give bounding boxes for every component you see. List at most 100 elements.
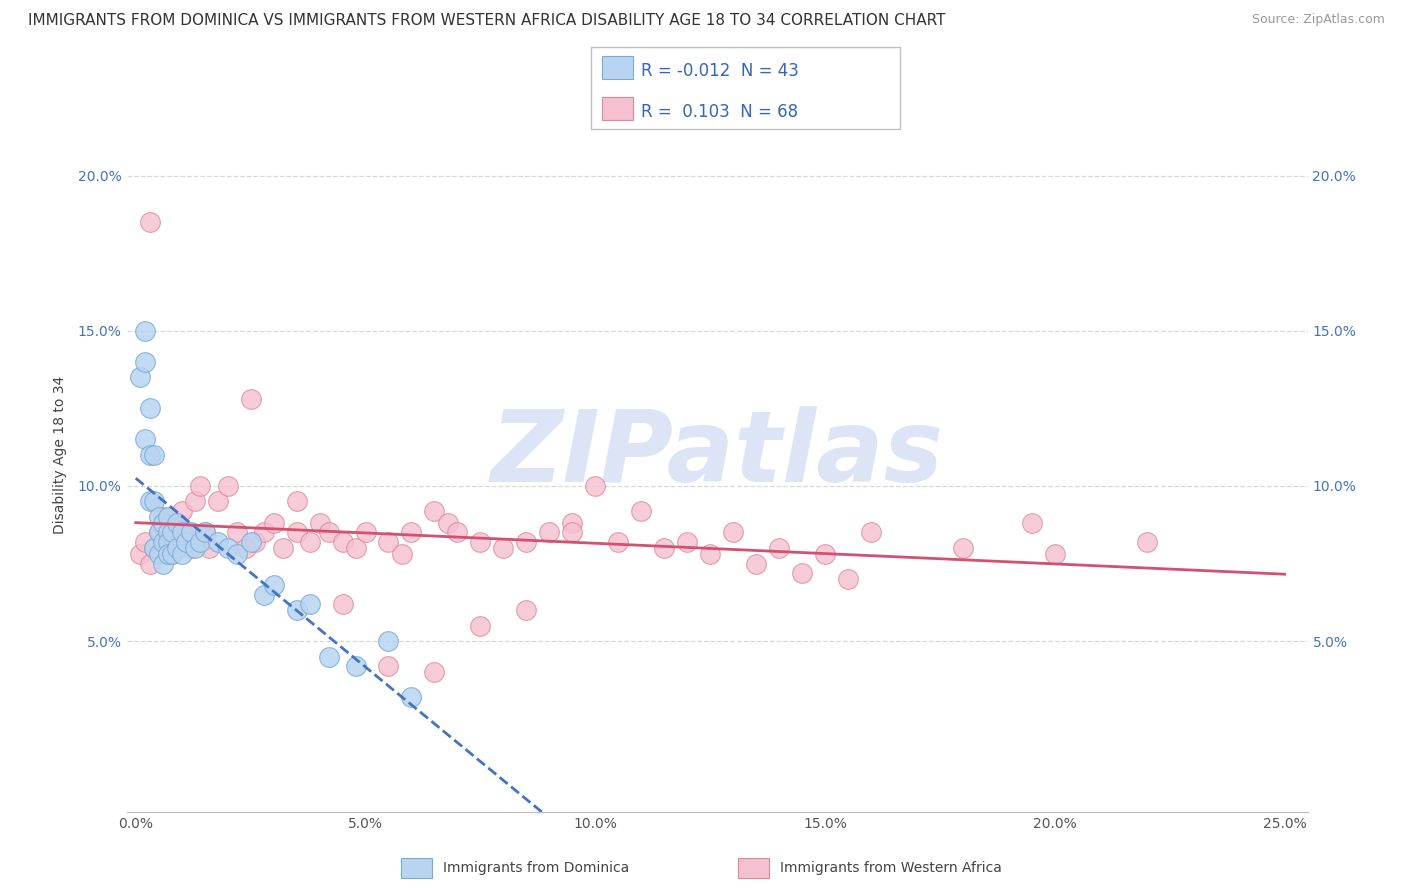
Point [344,659,367,673]
Point [138,557,160,571]
Point [156,534,179,549]
Point [859,525,882,540]
Point [607,534,630,549]
Point [239,392,262,406]
Text: ZIPatlas: ZIPatlas [491,407,943,503]
Point [515,534,537,549]
Point [138,401,160,416]
Point [515,603,537,617]
Point [561,525,583,540]
Point [377,659,399,673]
Point [166,516,188,531]
Point [207,534,229,549]
Point [194,525,217,540]
Point [1043,547,1066,561]
Point [198,541,221,555]
Point [143,541,166,555]
Point [129,547,152,561]
Point [814,547,837,561]
Point [423,665,446,679]
Point [180,525,202,540]
Point [134,433,156,447]
Point [299,534,322,549]
Point [152,510,174,524]
Point [271,541,294,555]
Point [583,479,606,493]
Point [162,547,184,561]
Point [129,370,152,384]
Point [148,525,170,540]
Point [652,541,675,555]
Point [285,603,308,617]
Y-axis label: Disability Age 18 to 34: Disability Age 18 to 34 [52,376,66,534]
Point [1136,534,1159,549]
Point [239,534,262,549]
Point [332,534,354,549]
Point [152,557,174,571]
Point [134,534,156,549]
Point [134,324,156,338]
Point [156,525,179,540]
Point [174,534,197,549]
Point [174,525,197,540]
Point [745,557,768,571]
Point [538,525,561,540]
Point [308,516,330,531]
Point [188,534,211,549]
Point [630,504,652,518]
Point [423,504,446,518]
Point [143,541,166,555]
Point [207,494,229,508]
Point [285,494,308,508]
Point [184,541,207,555]
Point [790,566,813,580]
Point [217,479,239,493]
Point [138,494,160,508]
Point [166,516,188,531]
Point [768,541,790,555]
Point [354,525,377,540]
Point [561,516,583,531]
Point [184,494,207,508]
Point [391,547,413,561]
Point [162,547,184,561]
Text: R = -0.012  N = 43: R = -0.012 N = 43 [641,62,799,79]
Point [437,516,460,531]
Point [148,510,170,524]
Point [166,541,188,555]
Point [318,649,340,664]
Point [401,690,423,704]
Point [676,534,699,549]
Point [217,541,239,555]
Point [225,525,247,540]
Point [138,215,160,229]
Text: IMMIGRANTS FROM DOMINICA VS IMMIGRANTS FROM WESTERN AFRICA DISABILITY AGE 18 TO : IMMIGRANTS FROM DOMINICA VS IMMIGRANTS F… [28,13,946,29]
Point [143,494,166,508]
Point [156,534,179,549]
Point [188,479,211,493]
Point [170,525,193,540]
Point [235,541,257,555]
Point [152,534,174,549]
Text: Immigrants from Dominica: Immigrants from Dominica [443,861,628,875]
Point [170,547,193,561]
Point [148,547,170,561]
Point [253,588,276,602]
Point [721,525,744,540]
Point [225,547,247,561]
Text: R =  0.103  N = 68: R = 0.103 N = 68 [641,103,799,120]
Point [318,525,340,540]
Point [134,355,156,369]
Point [299,597,322,611]
Point [156,547,179,561]
Point [253,525,276,540]
Point [263,578,285,592]
Point [344,541,367,555]
Point [152,516,174,531]
Point [401,525,423,540]
Point [492,541,515,555]
Point [285,525,308,540]
Point [470,618,492,632]
Point [1021,516,1043,531]
Point [377,534,399,549]
